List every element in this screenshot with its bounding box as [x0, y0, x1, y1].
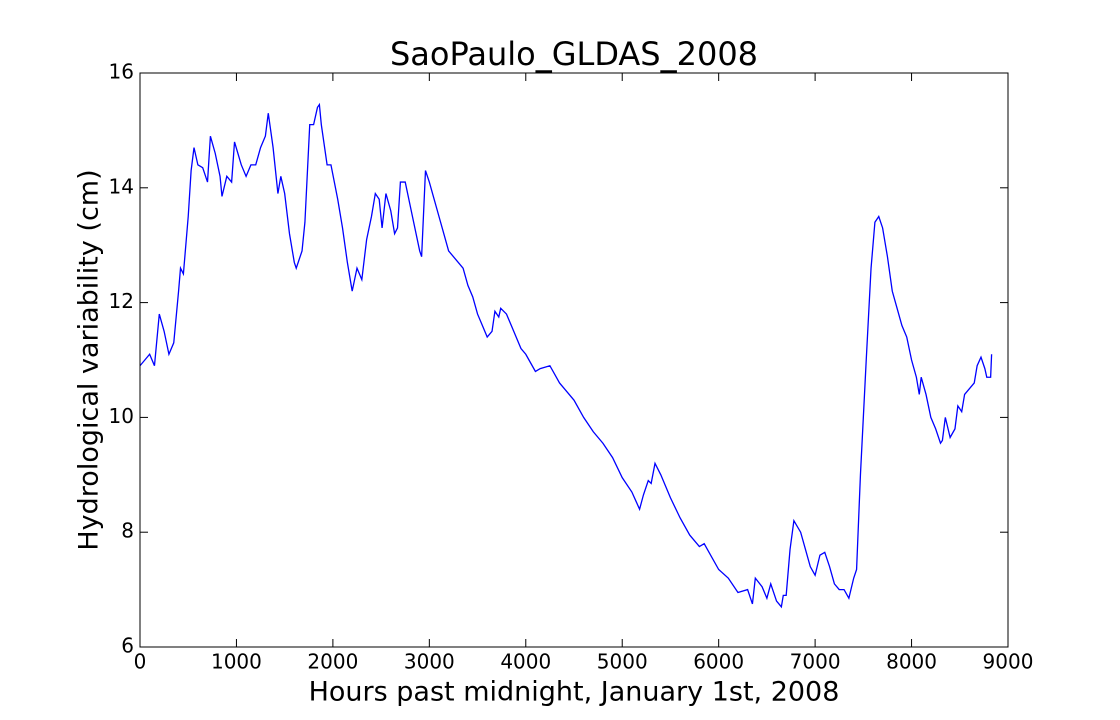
x-tick-label: 7000: [790, 650, 841, 674]
y-tick-label: 6: [121, 634, 134, 658]
y-tick-label: 12: [109, 289, 134, 313]
x-tick-label: 4000: [500, 650, 551, 674]
y-axis-label: Hydrological variability (cm): [74, 169, 105, 550]
y-tick-label: 16: [109, 60, 134, 84]
x-tick-label: 1000: [211, 650, 262, 674]
data-line: [139, 102, 993, 609]
plot-frame: [139, 72, 1009, 648]
x-tick-label: 5000: [597, 650, 648, 674]
x-tick-label: 0: [134, 650, 147, 674]
x-tick-label: 9000: [983, 650, 1034, 674]
x-tick-label: 3000: [404, 650, 455, 674]
chart-title: SaoPaulo_GLDAS_2008: [390, 35, 758, 73]
y-tick-label: 14: [109, 174, 134, 198]
x-tick-label: 6000: [693, 650, 744, 674]
x-axis-label: Hours past midnight, January 1st, 2008: [309, 677, 840, 708]
y-tick-label: 8: [121, 519, 134, 543]
y-tick-label: 10: [109, 404, 134, 428]
x-tick-label: 2000: [307, 650, 358, 674]
x-tick-label: 8000: [886, 650, 937, 674]
